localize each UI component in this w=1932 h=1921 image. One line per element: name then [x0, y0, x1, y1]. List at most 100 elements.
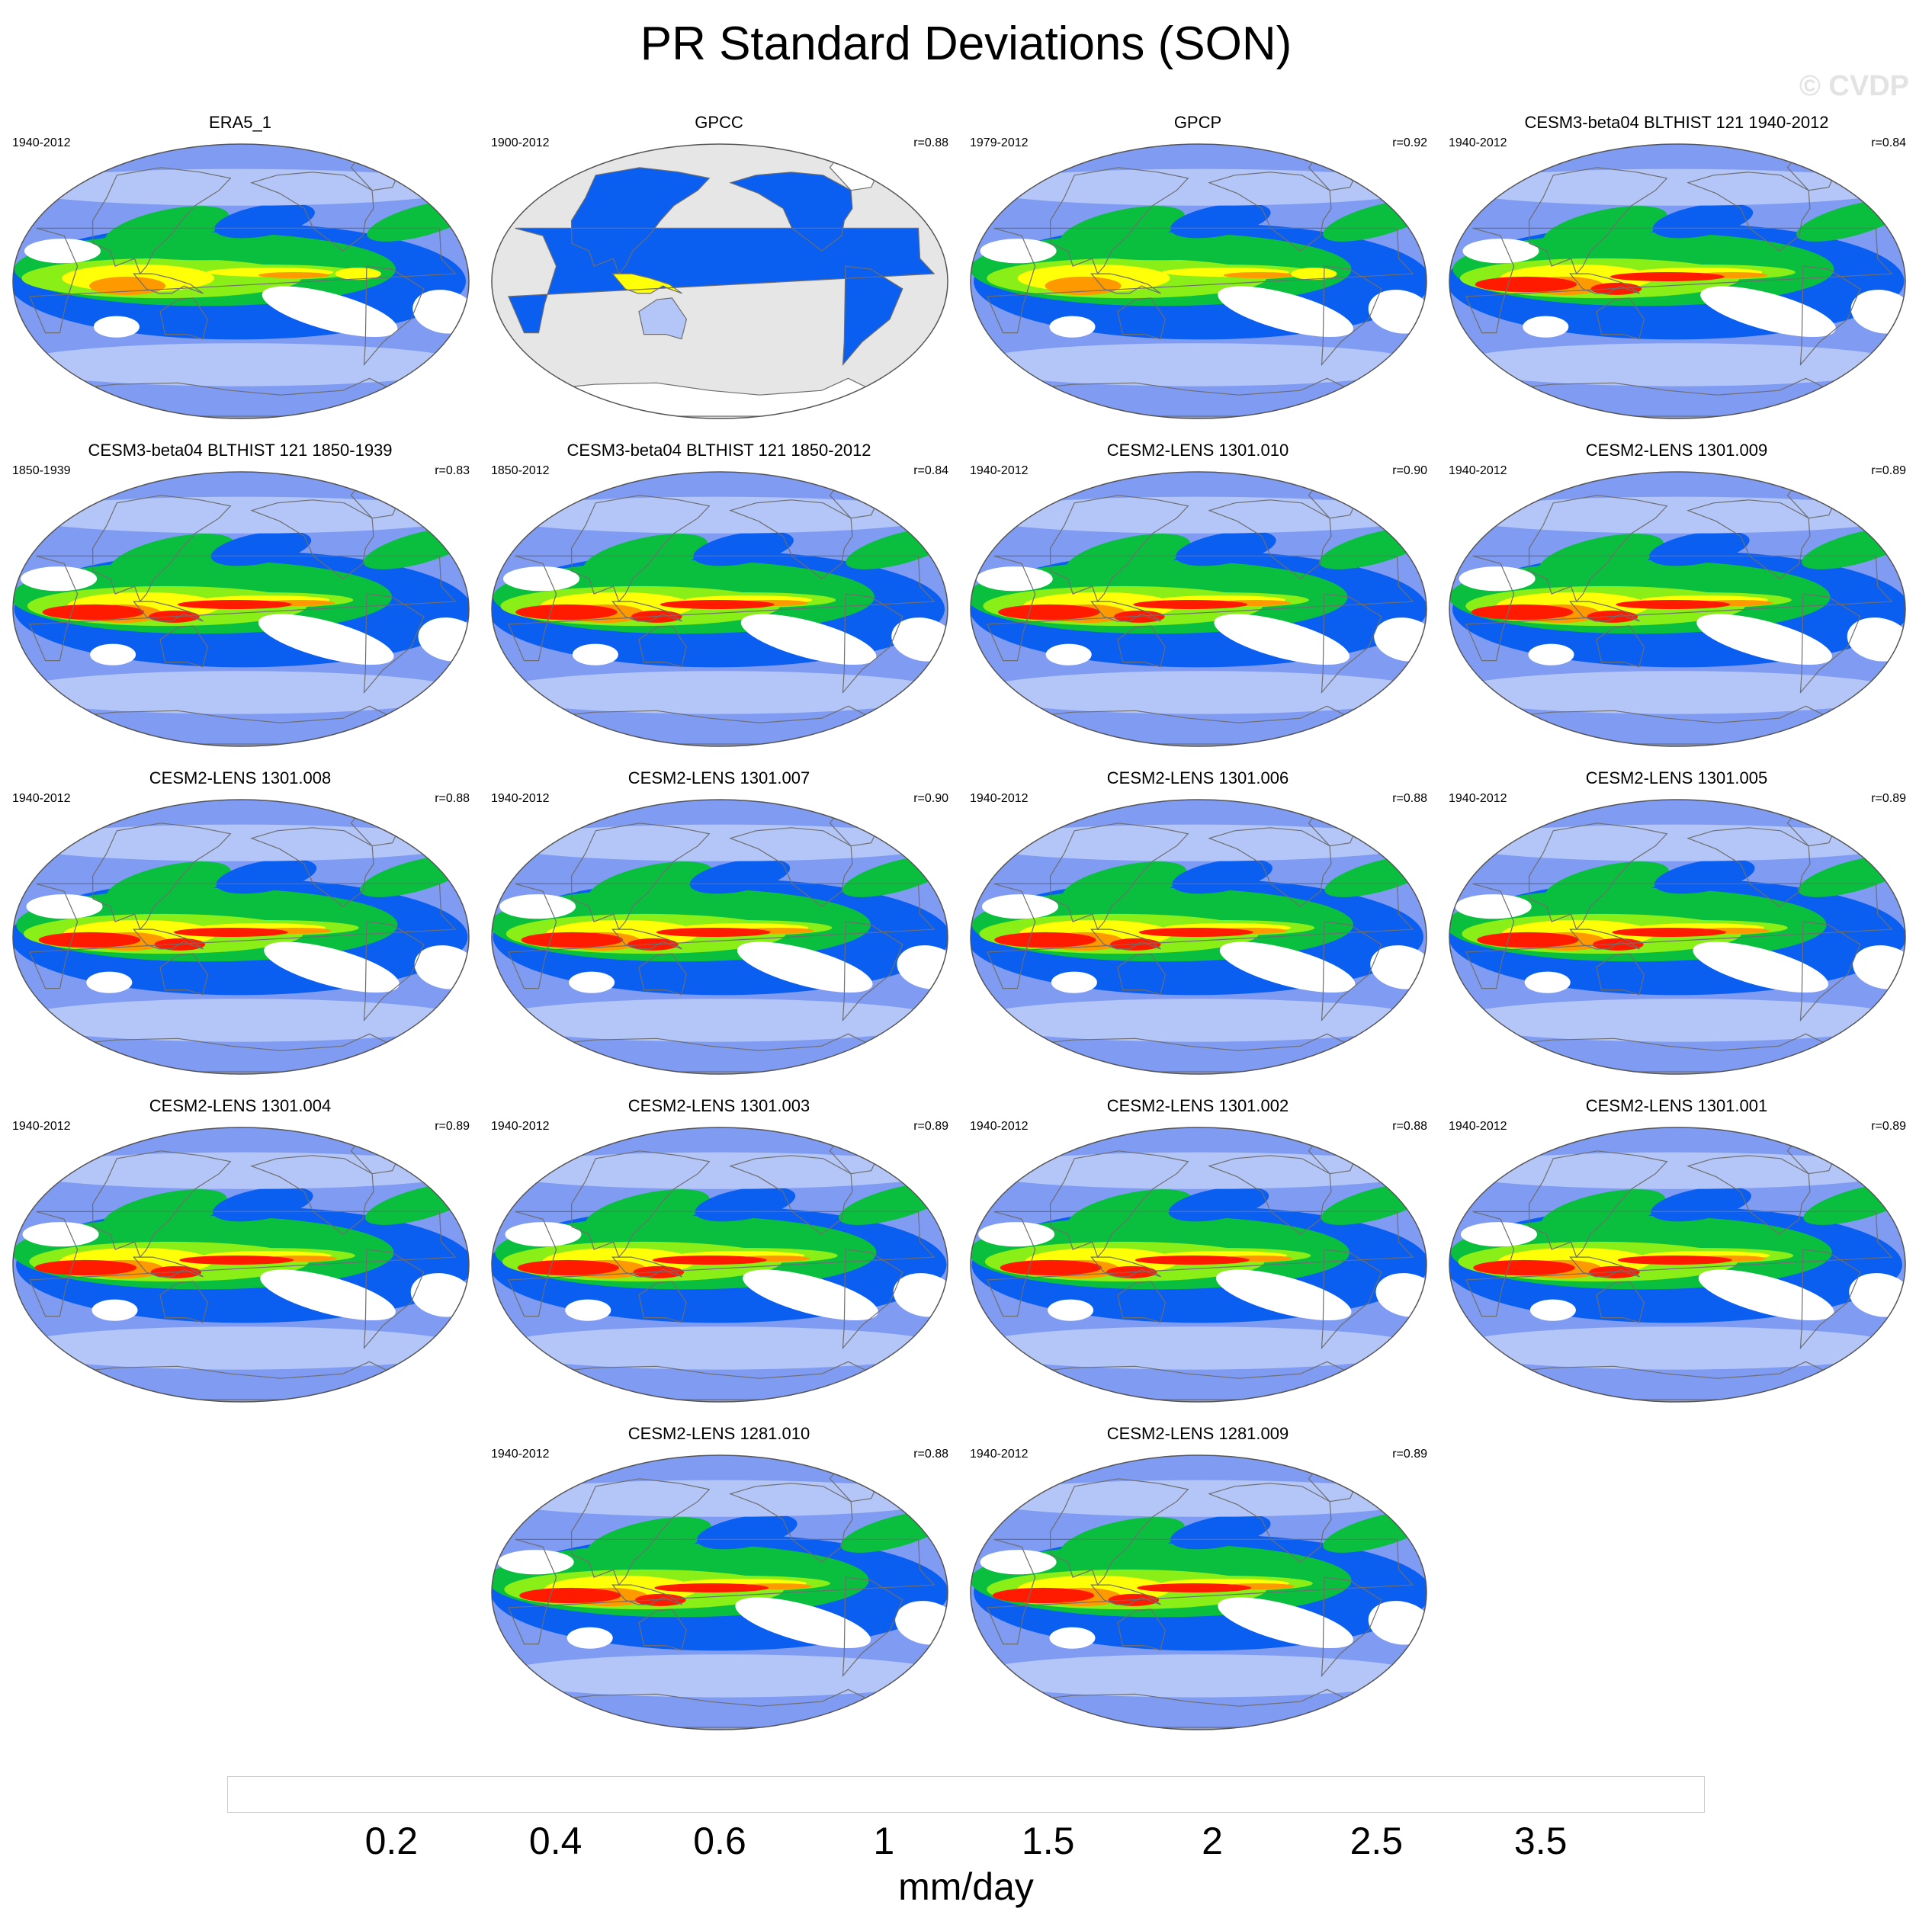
coastline-indonesia	[133, 273, 204, 294]
panel-period: 1940-2012	[970, 1120, 1029, 1133]
global-map	[12, 143, 470, 419]
precip-contour-level-8	[521, 932, 623, 948]
coastline-asia	[570, 823, 711, 931]
panel-title: ERA5_1	[209, 113, 271, 132]
precip-contour-level-1	[1449, 168, 1905, 206]
panel-title: CESM2-LENS 1281.010	[627, 1424, 810, 1443]
precip-contour-level-6	[1291, 268, 1337, 281]
precip-contour-level-0	[1696, 614, 1832, 665]
precip-contour-level-1	[13, 824, 468, 861]
coastline-africa	[508, 555, 936, 662]
coastline-asia	[1049, 1478, 1189, 1586]
precip-contour-level-3	[1170, 203, 1271, 239]
precip-contour-level-1	[1449, 671, 1905, 714]
colorbar-outline	[227, 1776, 1705, 1813]
global-map	[491, 799, 948, 1075]
map-border	[1449, 471, 1906, 747]
panel-title: CESM3-beta04 BLTHIST 121 1850-1939	[88, 441, 393, 460]
coastline-samerica	[842, 1576, 903, 1678]
precip-contour-level-0	[1528, 643, 1574, 665]
map-border	[12, 471, 470, 747]
precip-contour-level-0	[1461, 1222, 1537, 1247]
colorbar-tick-label: 1.5	[1021, 1820, 1075, 1862]
panel-correlation: r=0.88	[913, 136, 948, 149]
precip-contour-level-8	[519, 1587, 621, 1604]
panel-period: 1850-1939	[12, 464, 71, 477]
global-map	[970, 471, 1427, 747]
map-border	[491, 143, 948, 419]
coastline-australia	[638, 1608, 688, 1651]
coastline-samerica	[1321, 1576, 1382, 1678]
coastline-africa	[29, 555, 457, 662]
global-map	[1449, 1127, 1906, 1403]
panel-correlation: r=0.89	[435, 1120, 470, 1133]
precip-contour-level-0	[1049, 1627, 1096, 1649]
coastline-asia	[570, 495, 711, 603]
precip-contour-level-1	[973, 671, 1427, 714]
precip-contour-level-8	[994, 932, 1096, 948]
precip-contour-level-1	[973, 168, 1427, 206]
coastline-africa	[508, 1211, 936, 1317]
precip-contour-level-0	[1045, 643, 1092, 665]
coastline-africa	[508, 883, 936, 989]
coastline-indonesia	[611, 273, 682, 294]
precip-contour-level-3	[213, 1186, 313, 1222]
panel-period: 1940-2012	[491, 1120, 550, 1133]
coastline-asia	[1049, 1150, 1189, 1259]
colorbar-tick-labels: 0.2 0.4 0.6 1 1.5 2 2.5 3.5	[0, 1818, 1932, 1864]
panel-correlation: r=0.88	[435, 792, 470, 805]
precip-contour-level-3	[693, 531, 794, 566]
precip-contour-level-1	[1450, 343, 1905, 386]
coastline-australia	[1117, 297, 1167, 340]
global-map	[970, 1127, 1427, 1403]
coastline-asia	[1528, 495, 1668, 603]
coastline-asia	[1528, 167, 1668, 275]
precip-contour-level-0	[565, 1299, 611, 1321]
panel-title: CESM2-LENS 1301.008	[149, 768, 332, 787]
precip-contour-level-1	[14, 496, 469, 534]
precip-contour-level-0	[735, 1597, 871, 1649]
precip-contour-level-8	[1617, 1256, 1732, 1265]
panel-title: CESM2-LENS 1301.009	[1585, 441, 1768, 460]
coastline-asia	[91, 167, 232, 275]
precip-contour-level-0	[978, 1222, 1055, 1247]
panel-period: 1940-2012	[970, 792, 1029, 805]
coastline-samerica	[842, 921, 903, 1022]
precip-contour-level-3	[1649, 531, 1750, 566]
precip-contour-level-0	[1698, 1269, 1834, 1321]
coastline-samerica	[363, 921, 425, 1022]
panel-correlation: r=0.92	[1392, 136, 1427, 149]
coastline-asia	[91, 495, 232, 603]
coastline-samerica	[1799, 265, 1861, 367]
precip-contour-level-0	[505, 1222, 582, 1247]
map-panel: GPCP 1979-2012 r=0.92	[958, 113, 1438, 441]
precip-contour-level-3	[216, 858, 317, 894]
panel-correlation: r=0.89	[913, 1120, 948, 1133]
land-field-africa	[508, 228, 935, 333]
map-border	[970, 799, 1427, 1075]
map-panel: GPCC 1900-2012 r=0.88	[479, 113, 959, 441]
panel-correlation: r=0.84	[913, 464, 948, 477]
coastline-africa	[987, 1211, 1414, 1317]
precip-contour-level-1	[971, 1152, 1427, 1189]
precip-contour-level-1	[971, 999, 1427, 1042]
precip-contour-level-4	[1081, 242, 1234, 261]
figure-title: PR Standard Deviations (SON)	[640, 18, 1292, 70]
precip-contour-level-1	[1449, 1152, 1903, 1189]
precip-contour-level-0	[1523, 316, 1569, 338]
panel-correlation: r=0.88	[1392, 1120, 1427, 1133]
map-border	[970, 1454, 1427, 1730]
coastline-indonesia	[1090, 928, 1161, 950]
map-panel: CESM2-LENS 1301.010 1940-2012 r=0.90	[958, 441, 1438, 768]
coastline-indonesia	[133, 928, 204, 950]
coastline-asia	[1528, 823, 1668, 931]
panel-grid: ERA5_1 1940-2012 GPCC 1900-2012 r=0.88 GPCP 19…	[12, 113, 1906, 1730]
precip-contour-level-8	[177, 600, 292, 609]
coastline-samerica	[842, 265, 903, 367]
coastline-africa	[987, 227, 1414, 334]
precip-contour-level-8	[660, 600, 775, 609]
colorbar-tick-label: 0.4	[528, 1820, 582, 1862]
precip-contour-level-1	[492, 999, 945, 1042]
precip-contour-level-8	[1134, 1256, 1250, 1265]
precip-contour-level-8	[1114, 610, 1165, 623]
